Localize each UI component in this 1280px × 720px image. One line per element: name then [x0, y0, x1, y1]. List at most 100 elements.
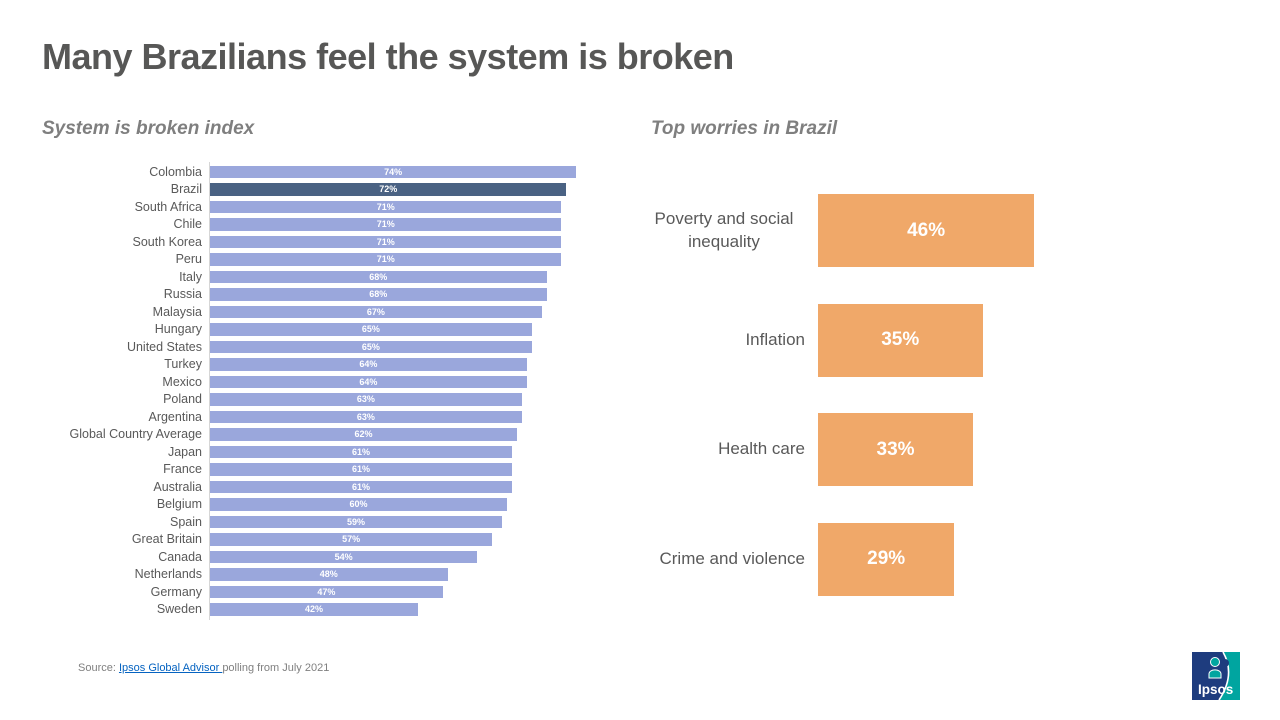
source-note: Source: Ipsos Global Advisor polling fro…	[78, 662, 329, 674]
bar-value-label: 65%	[361, 324, 380, 335]
country-label: Australia	[153, 479, 202, 494]
bar-track: 57%	[208, 533, 493, 546]
country-row: Canada 54%	[42, 548, 662, 566]
bar-value-label: 47%	[317, 586, 336, 597]
country-bar: 60%	[210, 498, 507, 511]
country-row: United States 65%	[42, 338, 662, 356]
country-label: Hungary	[154, 322, 202, 337]
country-label: Sweden	[156, 602, 202, 617]
country-bar: 54%	[210, 550, 478, 563]
bar-value-label: 63%	[356, 394, 375, 405]
bar-value-label: 29%	[867, 548, 906, 569]
country-row: Argentina 63%	[42, 408, 662, 426]
country-label: Chile	[173, 217, 203, 232]
country-row: Chile 71%	[42, 216, 662, 234]
bar-track: 71%	[208, 218, 562, 231]
bar-track: 68%	[208, 288, 547, 301]
country-label: Peru	[175, 252, 202, 267]
bar-value-label: 62%	[354, 429, 373, 440]
bar-value-label: 61%	[351, 464, 370, 475]
left-chart-axis-line	[209, 162, 210, 620]
svg-text:Ipsos: Ipsos	[1198, 682, 1233, 697]
country-label: South Korea	[132, 234, 203, 249]
ipsos-logo-graphic: Ipsos	[1192, 651, 1240, 701]
bar-value-label: 67%	[366, 306, 385, 317]
country-row: Colombia 74%	[42, 163, 662, 181]
country-bar: 42%	[210, 603, 418, 616]
country-bar: 65%	[210, 340, 532, 353]
bar-value-label: 68%	[369, 289, 388, 300]
worry-label: Poverty and social inequality	[654, 209, 794, 251]
bar-track: 59%	[208, 515, 503, 528]
country-row: Global Country Average 62%	[42, 426, 662, 444]
worry-row: Inflation 35%	[640, 303, 1034, 377]
country-bar: 74%	[210, 165, 577, 178]
bar-value-label: 71%	[376, 201, 395, 212]
bar-value-label: 72%	[379, 184, 398, 195]
bar-value-label: 64%	[359, 376, 378, 387]
country-bar: 71%	[210, 253, 562, 266]
country-row: Germany 47%	[42, 583, 662, 601]
country-label: Poland	[163, 392, 202, 407]
bar-track: 54%	[208, 550, 478, 563]
left-chart-subtitle: System is broken index	[42, 118, 255, 139]
bar-value-label: 60%	[349, 499, 368, 510]
bar-value-label: 61%	[351, 446, 370, 457]
worry-row: Health care 33%	[640, 413, 1034, 486]
country-label: Malaysia	[152, 304, 202, 319]
country-label: Turkey	[164, 357, 202, 372]
source-link[interactable]: Ipsos Global Advisor	[118, 662, 223, 674]
worry-label: Crime and violence	[659, 548, 805, 568]
country-bar: 68%	[210, 288, 547, 301]
country-label: Netherlands	[134, 567, 202, 582]
worry-bar: 29%	[818, 522, 955, 596]
country-row: South Africa 71%	[42, 198, 662, 216]
bar-track: 71%	[208, 253, 562, 266]
bar-track: 68%	[208, 270, 547, 283]
country-bar: 67%	[210, 305, 542, 318]
country-bar: 65%	[210, 323, 532, 336]
country-row: Australia 61%	[42, 478, 662, 496]
country-bar: 61%	[210, 445, 512, 458]
page-title: Many Brazilians feel the system is broke…	[42, 36, 734, 77]
country-label: Brazil	[170, 182, 202, 197]
country-label: Spain	[170, 514, 202, 529]
bar-track: 65%	[208, 323, 532, 336]
country-label: Germany	[150, 584, 202, 599]
source-prefix: Source:	[78, 662, 119, 674]
bar-value-label: 42%	[304, 604, 323, 615]
country-label: Great Britain	[131, 532, 202, 547]
country-bar: 59%	[210, 515, 503, 528]
worry-row: Crime and violence 29%	[640, 522, 1034, 596]
country-row: Netherlands 48%	[42, 566, 662, 584]
country-label: France	[163, 462, 202, 477]
country-label: Mexico	[162, 374, 202, 389]
right-chart-subtitle: Top worries in Brazil	[651, 118, 838, 139]
country-bar: 62%	[210, 428, 517, 441]
country-bar: 64%	[210, 375, 527, 388]
bar-value-label: 71%	[376, 236, 395, 247]
bar-track: 63%	[208, 393, 522, 406]
bar-track: 63%	[208, 410, 522, 423]
worry-bar: 33%	[818, 413, 974, 486]
worry-label: Health care	[718, 439, 805, 459]
country-row: Sweden 42%	[42, 601, 662, 619]
worry-bar: 35%	[818, 303, 983, 377]
country-row: Russia 68%	[42, 286, 662, 304]
country-bar: 68%	[210, 270, 547, 283]
country-row: Great Britain 57%	[42, 531, 662, 549]
country-row: Italy 68%	[42, 268, 662, 286]
country-label: United States	[126, 339, 202, 354]
bar-track: 47%	[208, 585, 443, 598]
bar-track: 61%	[208, 463, 512, 476]
bar-track: 48%	[208, 568, 448, 581]
bar-track: 62%	[208, 428, 517, 441]
country-label: Canada	[158, 549, 202, 564]
country-label: Belgium	[156, 497, 202, 512]
bar-track: 67%	[208, 305, 542, 318]
country-bar: 47%	[210, 585, 443, 598]
country-label: Russia	[163, 287, 202, 302]
bar-value-label: 71%	[376, 254, 395, 265]
country-bar: 71%	[210, 235, 562, 248]
country-label: Colombia	[149, 164, 202, 179]
